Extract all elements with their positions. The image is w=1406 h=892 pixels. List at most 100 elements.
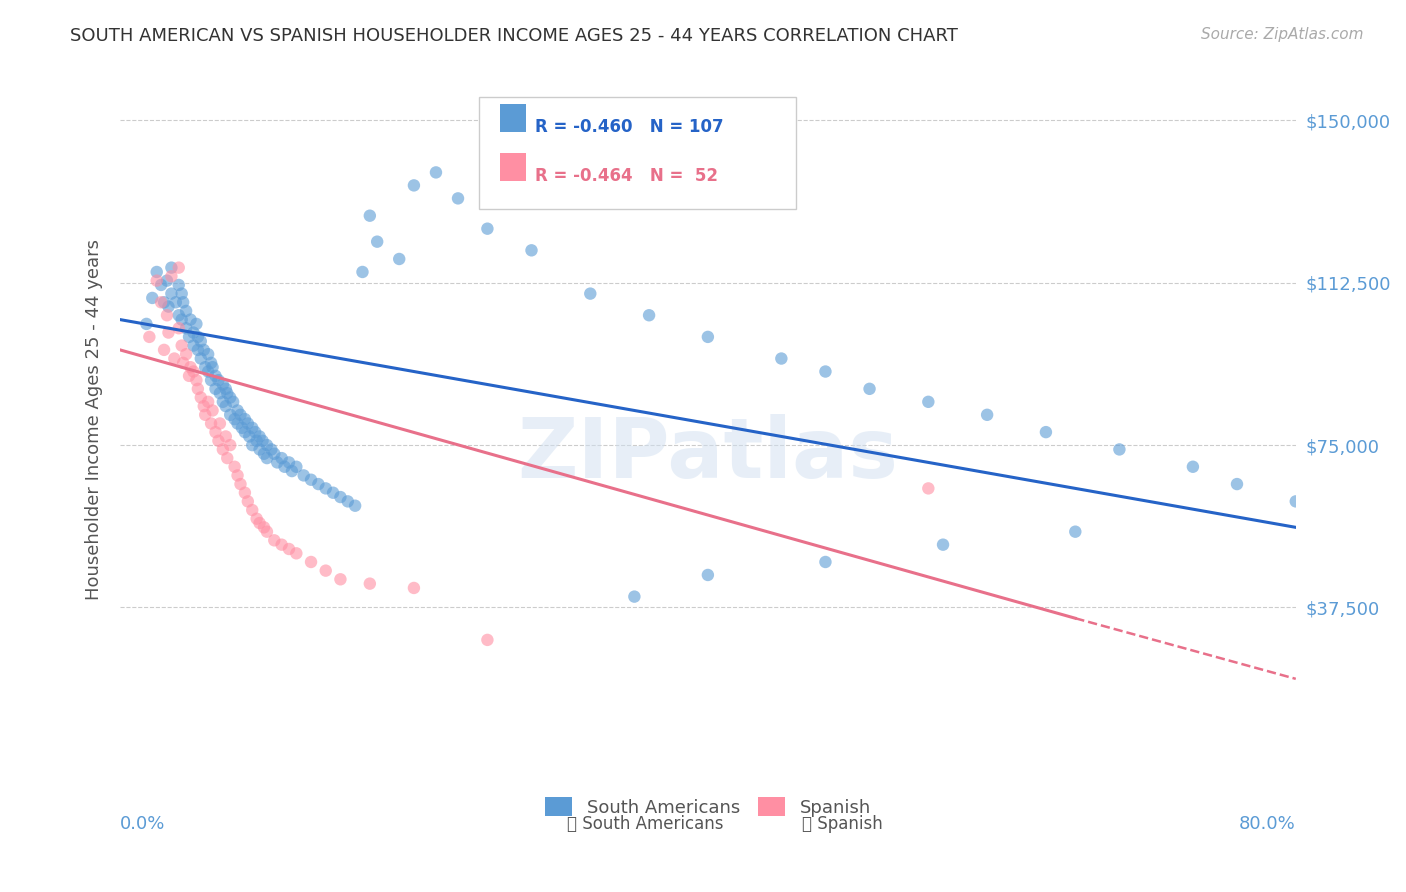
Point — [252, 434, 274, 448]
Point — [273, 459, 295, 474]
Point — [174, 347, 197, 361]
FancyBboxPatch shape — [499, 153, 526, 181]
Point — [246, 511, 269, 525]
Point — [402, 581, 425, 595]
Point — [219, 408, 242, 422]
Point — [270, 538, 292, 552]
Point — [215, 382, 238, 396]
Point — [814, 365, 837, 379]
Point — [201, 403, 224, 417]
Point — [215, 399, 238, 413]
Point — [256, 451, 278, 466]
Point — [207, 434, 229, 448]
Text: ⬜ South Americans: ⬜ South Americans — [567, 815, 723, 833]
Point — [285, 459, 308, 474]
Point — [236, 494, 259, 508]
Point — [153, 343, 176, 357]
Point — [138, 330, 160, 344]
Point — [186, 373, 208, 387]
Point — [623, 590, 645, 604]
Point — [211, 394, 233, 409]
Point — [243, 425, 266, 439]
Point — [150, 277, 173, 292]
Point — [240, 438, 263, 452]
Point — [208, 386, 231, 401]
Point — [167, 260, 190, 275]
Point — [183, 338, 205, 352]
Point — [180, 312, 202, 326]
Point — [224, 412, 246, 426]
Point — [170, 286, 193, 301]
Point — [222, 394, 245, 409]
Legend: South Americans, Spanish: South Americans, Spanish — [538, 790, 877, 824]
Point — [249, 516, 271, 530]
Point — [307, 477, 329, 491]
Point — [153, 295, 176, 310]
Point — [249, 442, 271, 457]
Point — [270, 451, 292, 466]
Point — [219, 391, 242, 405]
Point — [917, 482, 939, 496]
Point — [172, 356, 194, 370]
Point — [285, 546, 308, 560]
Point — [256, 524, 278, 539]
Point — [278, 455, 301, 469]
Point — [638, 308, 661, 322]
Point — [281, 464, 304, 478]
Point — [211, 442, 233, 457]
Point — [217, 386, 239, 401]
Text: ZIPatlas: ZIPatlas — [517, 414, 898, 495]
Point — [231, 421, 253, 435]
Point — [135, 317, 157, 331]
Point — [217, 451, 239, 466]
Point — [477, 632, 499, 647]
Point — [249, 429, 271, 443]
Point — [1226, 477, 1249, 491]
Point — [226, 417, 249, 431]
Point — [366, 235, 388, 249]
Point — [329, 490, 352, 504]
Point — [226, 468, 249, 483]
Text: R = -0.460   N = 107: R = -0.460 N = 107 — [536, 118, 724, 136]
Point — [253, 520, 276, 534]
Point — [160, 269, 183, 284]
FancyBboxPatch shape — [478, 96, 796, 209]
Point — [194, 360, 217, 375]
Point — [1064, 524, 1087, 539]
Point — [233, 412, 256, 426]
Point — [233, 485, 256, 500]
Point — [177, 368, 200, 383]
Point — [183, 365, 205, 379]
Point — [696, 568, 718, 582]
Point — [299, 555, 322, 569]
Text: 0.0%: 0.0% — [120, 815, 166, 833]
Point — [167, 308, 190, 322]
Point — [165, 295, 187, 310]
Point — [193, 399, 215, 413]
Point — [352, 265, 374, 279]
Point — [917, 394, 939, 409]
Point — [1108, 442, 1130, 457]
Point — [256, 438, 278, 452]
Point — [976, 408, 998, 422]
Point — [167, 277, 190, 292]
Point — [200, 373, 222, 387]
Point — [858, 382, 880, 396]
Point — [322, 485, 344, 500]
Point — [226, 403, 249, 417]
Point — [219, 438, 242, 452]
Point — [186, 317, 208, 331]
Text: ⬜ Spanish: ⬜ Spanish — [801, 815, 883, 833]
Point — [1285, 494, 1308, 508]
Point — [167, 321, 190, 335]
Point — [160, 260, 183, 275]
Point — [263, 447, 285, 461]
Point — [814, 555, 837, 569]
Point — [932, 538, 955, 552]
Text: SOUTH AMERICAN VS SPANISH HOUSEHOLDER INCOME AGES 25 - 44 YEARS CORRELATION CHAR: SOUTH AMERICAN VS SPANISH HOUSEHOLDER IN… — [70, 27, 957, 45]
Point — [157, 300, 180, 314]
Point — [770, 351, 793, 366]
Point — [253, 447, 276, 461]
Point — [359, 209, 381, 223]
Point — [177, 330, 200, 344]
